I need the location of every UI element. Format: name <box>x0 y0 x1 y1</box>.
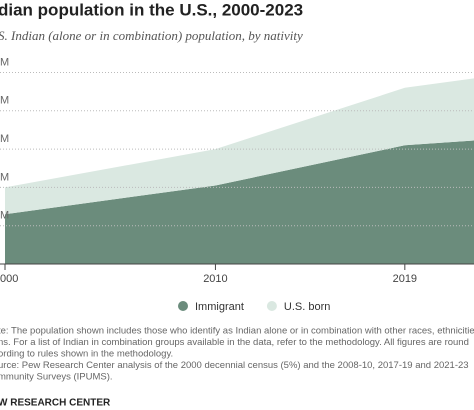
y-tick-label: M <box>0 210 9 222</box>
x-tick-label: 2010 <box>203 273 227 285</box>
area <box>5 140 474 264</box>
x-tick-label: 2019 <box>393 273 417 285</box>
legend-label: Immigrant <box>195 301 244 313</box>
chart-subtitle: S. Indian (alone or in combination) popu… <box>0 28 303 43</box>
note: ns. For a list of Indian in combination … <box>0 337 469 348</box>
legend-swatch <box>178 301 188 311</box>
y-tick-label: M <box>0 171 9 183</box>
note: te: The population shown includes those … <box>0 326 474 337</box>
legend-label: U.S. born <box>284 301 330 313</box>
note: urce: Pew Research Center analysis of th… <box>0 360 469 371</box>
note: mmunity Surveys (IPUMS). <box>0 372 113 383</box>
x-tick-label: 000 <box>0 273 18 285</box>
y-tick-label: M <box>0 95 9 107</box>
legend-swatch <box>266 301 277 311</box>
source-org: W RESEARCH CENTER <box>0 398 111 409</box>
chart-title: dian population in the U.S., 2000-2023 <box>0 0 303 19</box>
y-tick-label: M <box>0 133 9 145</box>
note: ording to rules shown in the methodology… <box>0 349 173 360</box>
y-tick-label: M <box>0 56 9 68</box>
area <box>5 78 474 215</box>
